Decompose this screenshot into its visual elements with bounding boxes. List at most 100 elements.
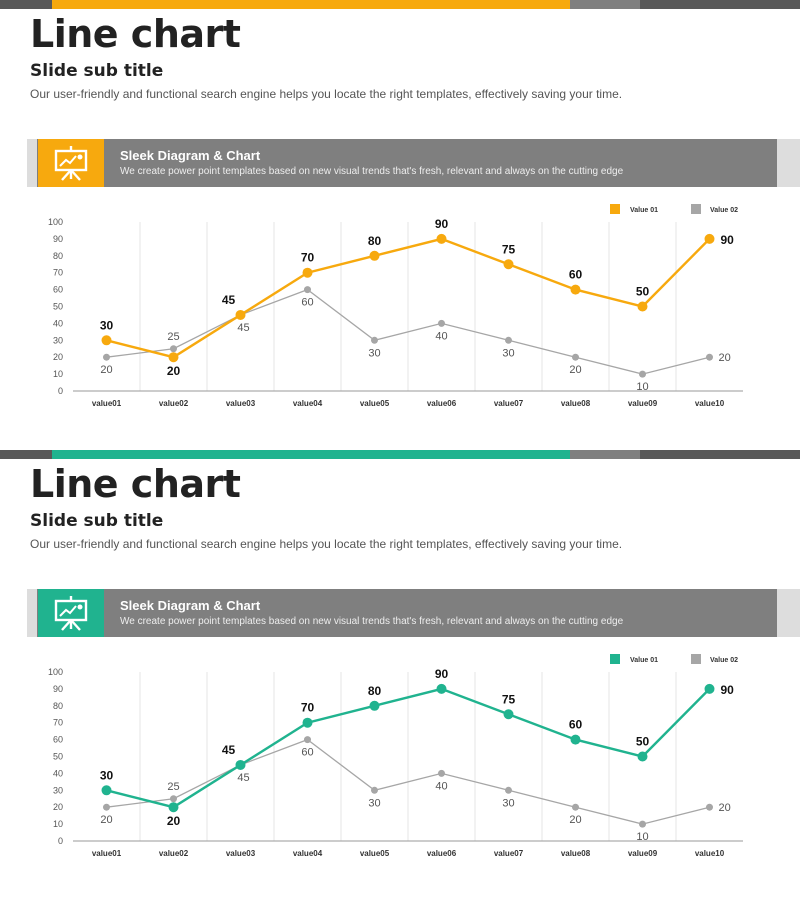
data-label-value-02: 40 [435,330,447,342]
y-tick-label: 60 [53,735,63,745]
data-label-value-01: 90 [435,667,449,681]
x-tick-label: value02 [159,399,189,408]
data-label-value-01: 90 [721,233,735,247]
series-point-value-02 [505,786,512,794]
y-tick-label: 90 [53,234,63,244]
x-tick-label: value07 [494,849,524,858]
y-tick-label: 10 [53,819,63,829]
top-bar-dark-left [0,0,52,9]
top-bar-dark-left [0,450,52,459]
data-label-value-01: 60 [569,718,583,732]
x-tick-label: value09 [628,849,658,858]
legend-label-value-02: Value 02 [710,657,738,664]
top-bar-dark-right [640,450,800,459]
series-point-value-02 [706,803,713,811]
series-point-value-02 [438,769,445,777]
slide-1: Line chart Slide sub title Our user-frie… [0,0,800,408]
y-tick-label: 70 [53,718,63,728]
y-tick-label: 70 [53,268,63,278]
series-point-value-02 [371,786,378,794]
x-tick-label: value06 [427,849,457,858]
data-label-value-02: 60 [301,297,313,309]
data-label-value-02: 60 [301,747,313,759]
slide-2: Line chart Slide sub title Our user-frie… [0,450,800,900]
presentation-board-icon [38,139,104,187]
banner-description: We create power point templates based on… [120,166,624,177]
y-tick-label: 50 [53,752,63,762]
presentation-board-icon [38,589,104,637]
data-label-value-02: 45 [237,772,249,784]
series-line-value-02 [106,288,710,375]
data-label-value-02: 30 [502,347,514,359]
x-tick-label: value03 [226,849,256,858]
data-label-value-01: 50 [636,735,650,749]
data-label-value-01: 20 [167,364,181,378]
series-point-value-01 [637,301,648,312]
series-point-value-01 [369,250,380,261]
legend-label-value-01: Value 01 [630,207,658,214]
y-tick-label: 90 [53,684,63,694]
line-chart: 0 10 20 30 40 50 60 70 80 90 100 value01 value02 valu… [48,204,743,408]
x-tick-label: value02 [159,849,189,858]
series-point-value-01 [704,683,715,694]
data-label-value-01: 70 [301,701,315,715]
data-label-value-02: 30 [368,347,380,359]
y-tick-label: 60 [53,285,63,295]
page-title: Line chart [30,462,241,506]
data-label-value-01: 80 [368,684,382,698]
x-tick-label: value10 [695,849,725,858]
series-point-value-01 [436,683,447,694]
series-point-value-01 [168,802,179,813]
data-label-value-02: 20 [719,352,731,364]
page-subtitle: Slide sub title [30,511,164,531]
series-point-value-01 [235,309,246,320]
series-line-value-01 [106,687,711,809]
data-label-value-02: 40 [435,780,447,792]
data-label-value-02: 10 [636,381,648,393]
top-bar-accent [52,0,570,9]
data-label-value-01: 90 [721,683,735,697]
page-title: Line chart [30,12,241,56]
series-point-value-01 [570,734,581,745]
series-point-value-02 [170,345,177,353]
series-point-value-01 [436,233,447,244]
series-point-value-01 [302,267,313,278]
banner-description: We create power point templates based on… [120,616,624,627]
data-label-value-01: 80 [368,234,382,248]
legend-label-value-02: Value 02 [710,207,738,214]
x-tick-label: value07 [494,399,524,408]
data-label-value-02: 20 [719,802,731,814]
x-tick-label: value05 [360,849,390,858]
x-tick-label: value08 [561,399,591,408]
series-point-value-02 [103,353,110,361]
series-point-value-02 [572,353,579,361]
data-label-value-01: 30 [100,318,114,332]
series-point-value-02 [304,286,311,294]
x-tick-label: value04 [293,849,323,858]
series-point-value-01 [503,259,514,270]
y-tick-label: 30 [53,335,63,345]
series-point-value-02 [505,336,512,344]
y-tick-label: 80 [53,701,63,711]
data-label-value-01: 75 [502,242,516,256]
legend-swatch-value-02 [691,654,701,664]
line-chart: 0 10 20 30 40 50 60 70 80 90 100 value01 value02 valu… [48,654,743,858]
banner-body [37,139,777,187]
series-point-value-01 [704,233,715,244]
series-point-value-02 [103,803,110,811]
y-tick-label: 40 [53,768,63,778]
y-tick-label: 80 [53,251,63,261]
y-tick-label: 100 [48,217,63,227]
data-label-value-01: 20 [167,814,181,828]
legend-swatch-value-01 [610,654,620,664]
x-tick-label: value04 [293,399,323,408]
y-tick-label: 10 [53,369,63,379]
banner-body [37,589,777,637]
page-description: Our user-friendly and functional search … [30,87,623,101]
series-point-value-02 [304,736,311,744]
series-line-value-02 [106,738,710,825]
banner: Sleek Diagram & Chart We create power po… [27,139,800,187]
data-label-value-01: 70 [301,251,315,265]
x-tick-label: value01 [92,399,122,408]
y-tick-label: 20 [53,802,63,812]
